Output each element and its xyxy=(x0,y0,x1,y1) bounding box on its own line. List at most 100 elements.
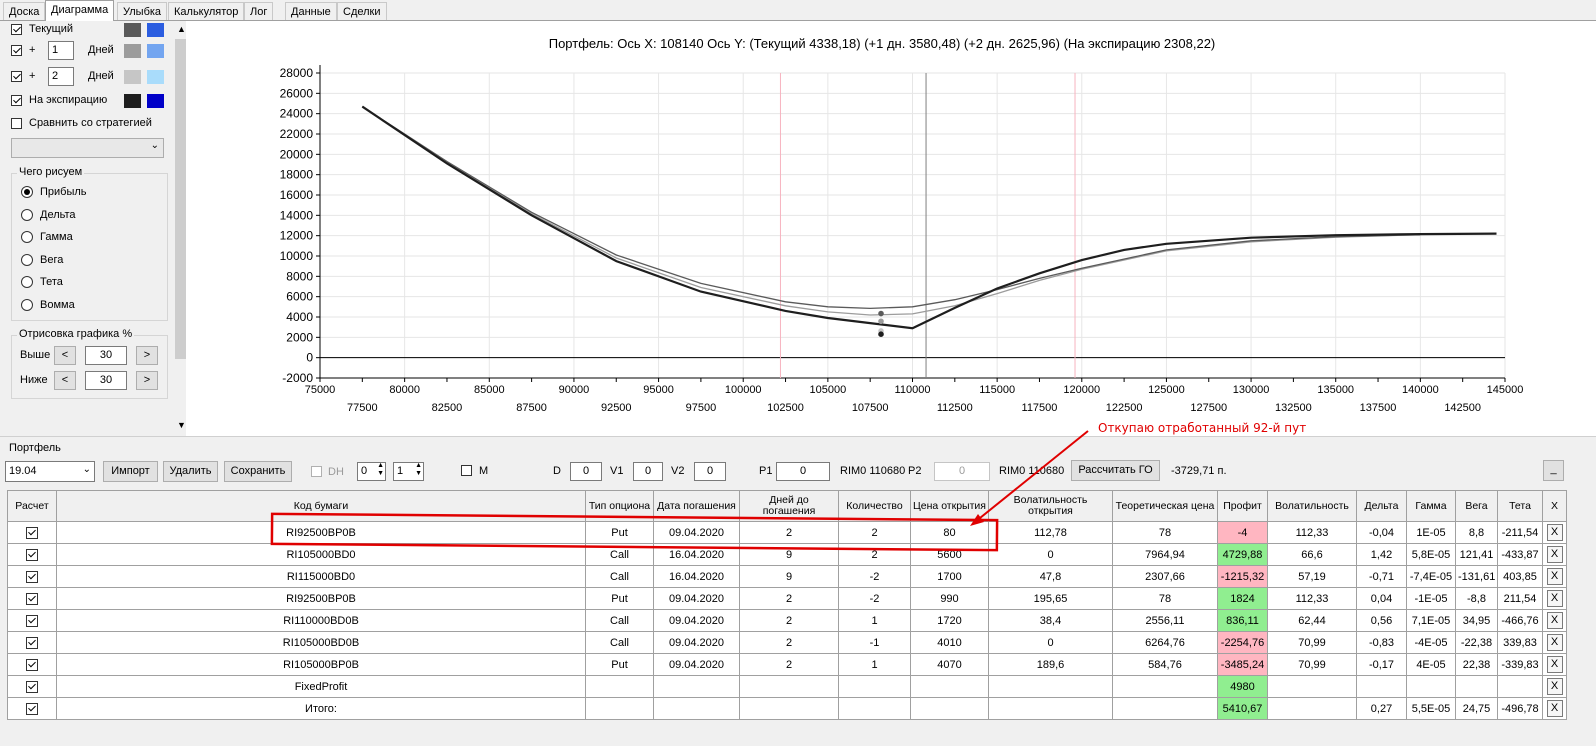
calc-checkbox[interactable] xyxy=(26,658,38,671)
portfolio-date-dropdown[interactable]: 19.04 ⌄ xyxy=(5,461,95,482)
spin-arrows-icon[interactable]: ▲ ▼ xyxy=(415,462,422,477)
table-row[interactable]: RI105000BD0B Call 09.04.2020 2 -1 4010 0 6264,7… xyxy=(7,631,1567,654)
calc-checkbox[interactable] xyxy=(26,680,38,693)
calc-checkbox[interactable] xyxy=(26,526,38,539)
d-input[interactable]: 0 xyxy=(570,462,602,481)
col-header-vega[interactable]: Вега xyxy=(1455,490,1498,522)
remove-row-button[interactable]: X xyxy=(1546,634,1563,651)
plus2-color-swatch-alt[interactable] xyxy=(147,70,164,84)
minimize-button[interactable]: _ xyxy=(1543,460,1564,481)
dh-checkbox[interactable] xyxy=(311,466,322,477)
remove-row-button[interactable]: X xyxy=(1546,700,1563,717)
remove-row-cell[interactable]: X xyxy=(1542,675,1567,698)
below-percent-input[interactable]: 30 xyxy=(85,371,127,390)
cell-theta: -466,76 xyxy=(1497,609,1543,632)
table-row[interactable]: Итого: 5410,67 0,27 5,5E-05 24,75 -496,78 X xyxy=(7,697,1567,720)
above-percent-input[interactable]: 30 xyxy=(85,346,127,365)
current-checkbox[interactable] xyxy=(11,24,22,35)
v1-input[interactable]: 0 xyxy=(633,462,663,481)
expiration-color-swatch-alt[interactable] xyxy=(147,94,164,108)
plus1-checkbox[interactable] xyxy=(11,45,22,56)
col-header-x[interactable]: X xyxy=(1542,490,1567,522)
col-header-delta[interactable]: Дельта xyxy=(1356,490,1407,522)
remove-row-cell[interactable]: X xyxy=(1542,587,1567,610)
plus1-color-swatch[interactable] xyxy=(124,44,141,58)
settings-scrollbar[interactable]: ▲ ▼ xyxy=(174,22,188,434)
plus1-days-input[interactable]: 1 xyxy=(48,41,74,60)
tab-calculator[interactable]: Калькулятор xyxy=(168,2,245,20)
tab-board[interactable]: Доска xyxy=(3,2,46,20)
calc-checkbox[interactable] xyxy=(26,702,38,715)
radio-vega[interactable] xyxy=(21,254,33,266)
tab-diagram[interactable]: Диаграмма xyxy=(45,0,115,21)
expiration-checkbox[interactable] xyxy=(11,95,22,106)
tab-data[interactable]: Данные xyxy=(285,2,337,20)
calc-checkbox[interactable] xyxy=(26,570,38,583)
spin-arrows-icon[interactable]: ▲ ▼ xyxy=(377,462,384,477)
below-increase-button[interactable]: > xyxy=(136,371,158,390)
tab-deals[interactable]: Сделки xyxy=(337,2,387,20)
remove-row-button[interactable]: X xyxy=(1546,568,1563,585)
col-header-calc[interactable]: Расчет xyxy=(7,490,57,522)
panel-splitter[interactable] xyxy=(0,436,1596,443)
strategy-dropdown[interactable]: ⌄ xyxy=(11,138,164,158)
calc-checkbox-cell[interactable] xyxy=(7,521,57,544)
dh-spinner-1[interactable]: 0 ▲ ▼ xyxy=(357,462,386,481)
x-tick-label: 120000 xyxy=(1063,384,1100,396)
plus2-color-swatch[interactable] xyxy=(124,70,141,84)
calc-checkbox-cell[interactable] xyxy=(7,565,57,588)
radio-delta[interactable] xyxy=(21,209,33,221)
plus1-color-swatch-alt[interactable] xyxy=(147,44,164,58)
calc-checkbox-cell[interactable] xyxy=(7,697,57,720)
plus2-checkbox[interactable] xyxy=(11,71,22,82)
tab-log[interactable]: Лог xyxy=(244,2,274,20)
col-header-vol[interactable]: Волатильность xyxy=(1267,490,1357,522)
current-color-swatch[interactable] xyxy=(124,23,141,37)
col-header-profit[interactable]: Профит xyxy=(1217,490,1268,522)
remove-row-button[interactable]: X xyxy=(1546,546,1563,563)
above-decrease-button[interactable]: < xyxy=(54,346,76,365)
above-increase-button[interactable]: > xyxy=(136,346,158,365)
remove-row-button[interactable]: X xyxy=(1546,524,1563,541)
col-header-days[interactable]: Дней до погашения xyxy=(739,490,839,522)
radio-profit[interactable] xyxy=(21,186,33,198)
col-header-theta[interactable]: Тета xyxy=(1497,490,1543,522)
remove-row-button[interactable]: X xyxy=(1546,612,1563,629)
radio-gamma[interactable] xyxy=(21,231,33,243)
save-button[interactable]: Сохранить xyxy=(224,461,292,482)
calc-checkbox[interactable] xyxy=(26,548,38,561)
dh-spinner-2[interactable]: 1 ▲ ▼ xyxy=(393,462,424,481)
delete-button[interactable]: Удалить xyxy=(163,461,218,482)
calc-checkbox[interactable] xyxy=(26,592,38,605)
calc-checkbox[interactable] xyxy=(26,636,38,649)
col-header-qty[interactable]: Количество xyxy=(838,490,911,522)
radio-vomma[interactable] xyxy=(21,299,33,311)
remove-row-button[interactable]: X xyxy=(1546,678,1563,695)
p2-input[interactable]: 0 xyxy=(934,462,990,481)
calc-checkbox-cell[interactable] xyxy=(7,543,57,566)
radio-theta[interactable] xyxy=(21,276,33,288)
scroll-down-icon[interactable]: ▼ xyxy=(177,420,186,430)
remove-row-cell[interactable]: X xyxy=(1542,653,1567,676)
v2-input[interactable]: 0 xyxy=(694,462,726,481)
table-row[interactable]: RI115000BD0 Call 16.04.2020 9 -2 1700 47,8 2307… xyxy=(7,565,1567,588)
expiration-color-swatch[interactable] xyxy=(124,94,141,108)
remove-row-button[interactable]: X xyxy=(1546,656,1563,673)
settings-scrollbar-thumb[interactable] xyxy=(175,39,187,359)
col-header-price[interactable]: Цена открытия xyxy=(910,490,989,522)
tab-smile[interactable]: Улыбка xyxy=(117,2,168,20)
calc-checkbox[interactable] xyxy=(26,614,38,627)
below-decrease-button[interactable]: < xyxy=(54,371,76,390)
remove-row-button[interactable]: X xyxy=(1546,590,1563,607)
current-color-swatch-alt[interactable] xyxy=(147,23,164,37)
plus2-days-input[interactable]: 2 xyxy=(48,67,74,86)
import-button[interactable]: Импорт xyxy=(103,461,158,482)
m-checkbox[interactable] xyxy=(461,465,472,476)
remove-row-cell[interactable]: X xyxy=(1542,543,1567,566)
calculate-margin-button[interactable]: Рассчитать ГО xyxy=(1071,460,1160,481)
table-row[interactable]: RI92500BP0B Put 09.04.2020 2 2 80 112,78 78 -4 11… xyxy=(7,521,1567,544)
p1-input[interactable]: 0 xyxy=(776,462,830,481)
remove-row-cell[interactable]: X xyxy=(1542,697,1567,720)
scroll-up-icon[interactable]: ▲ xyxy=(177,24,186,34)
compare-strategy-checkbox[interactable] xyxy=(11,118,22,129)
